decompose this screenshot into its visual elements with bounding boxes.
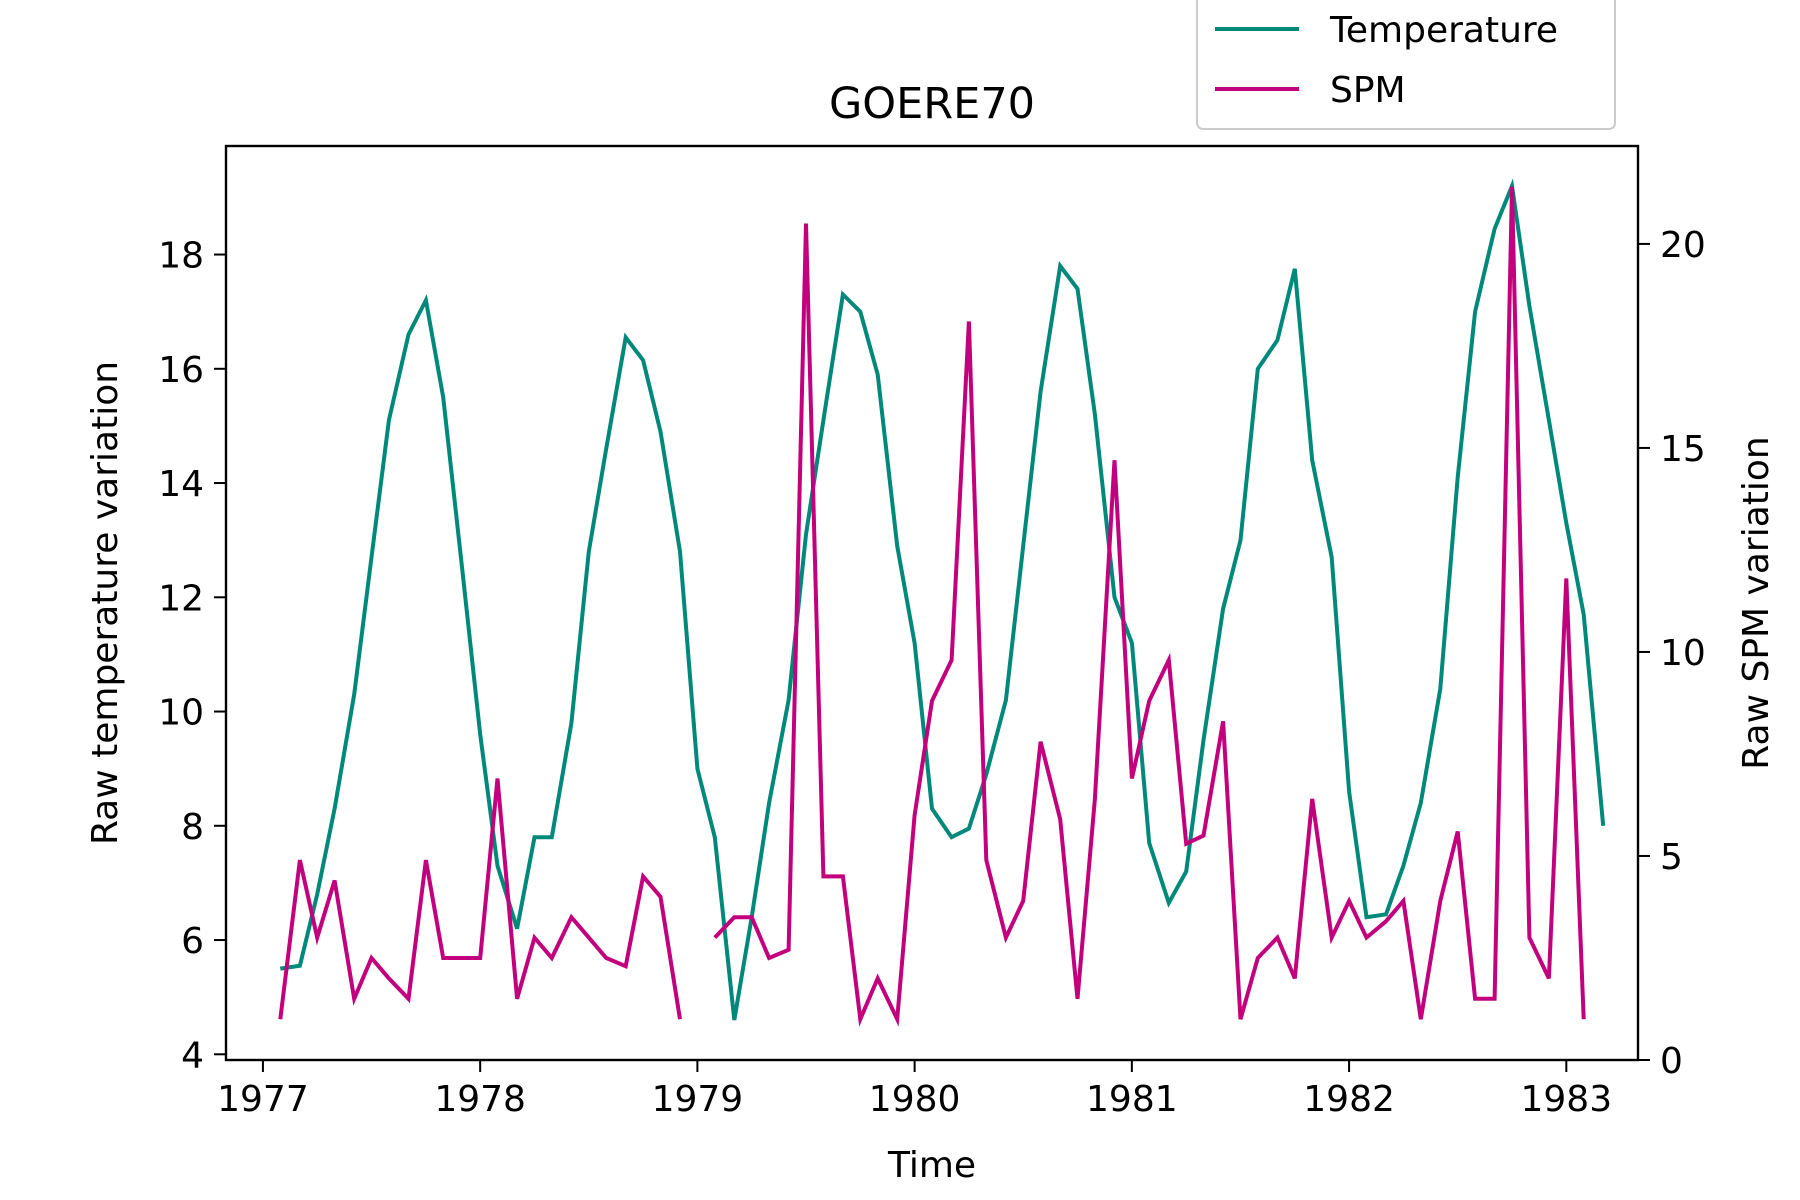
y-right-tick-label: 10 [1660, 633, 1706, 674]
x-tick-label: 1978 [434, 1079, 526, 1120]
y-left-tick-label: 12 [158, 578, 204, 619]
x-tick-label: 1981 [1086, 1079, 1178, 1120]
y-left-tick-label: 4 [181, 1035, 204, 1076]
x-axis-ticks: 1977 1978 1979 1980 1981 1982 1983 [217, 1060, 1612, 1120]
x-tick-label: 1983 [1521, 1079, 1613, 1120]
y-right-tick-label: 15 [1660, 429, 1706, 470]
legend-box [1196, 0, 1616, 130]
x-tick-label: 1977 [217, 1079, 309, 1120]
y-right-tick-label: 5 [1660, 837, 1683, 878]
x-tick-label: 1980 [869, 1079, 961, 1120]
series-layer [278, 178, 1606, 1027]
x-axis-label: Time [887, 1145, 976, 1186]
y-left-tick-label: 10 [158, 693, 204, 734]
y-left-tick-label: 8 [181, 807, 204, 848]
y-left-tick-label: 16 [158, 350, 204, 391]
plot-frame [224, 144, 1640, 1062]
y-right-axis-label: Raw SPM variation [1736, 436, 1777, 769]
legend-label-spm: SPM [1330, 70, 1406, 111]
y-left-tick-label: 6 [181, 921, 204, 962]
y-left-tick-label: 18 [158, 236, 204, 277]
chart-title: GOERE70 [829, 79, 1035, 129]
y-right-tick-label: 0 [1660, 1041, 1683, 1082]
x-tick-label: 1979 [652, 1079, 744, 1120]
y-left-axis-ticks: 4 6 8 10 12 14 16 18 [158, 236, 226, 1076]
x-tick-label: 1982 [1303, 1079, 1395, 1120]
y-left-axis-label: Raw temperature variation [85, 361, 126, 845]
y-right-tick-label: 20 [1660, 225, 1706, 266]
legend: Temperature SPM [1196, 0, 1616, 130]
series-line-temperature [280, 178, 1606, 1021]
y-right-axis-ticks: 0 5 10 15 20 [1638, 225, 1706, 1082]
legend-label-temperature: Temperature [1329, 10, 1558, 51]
y-left-tick-label: 14 [158, 464, 204, 505]
